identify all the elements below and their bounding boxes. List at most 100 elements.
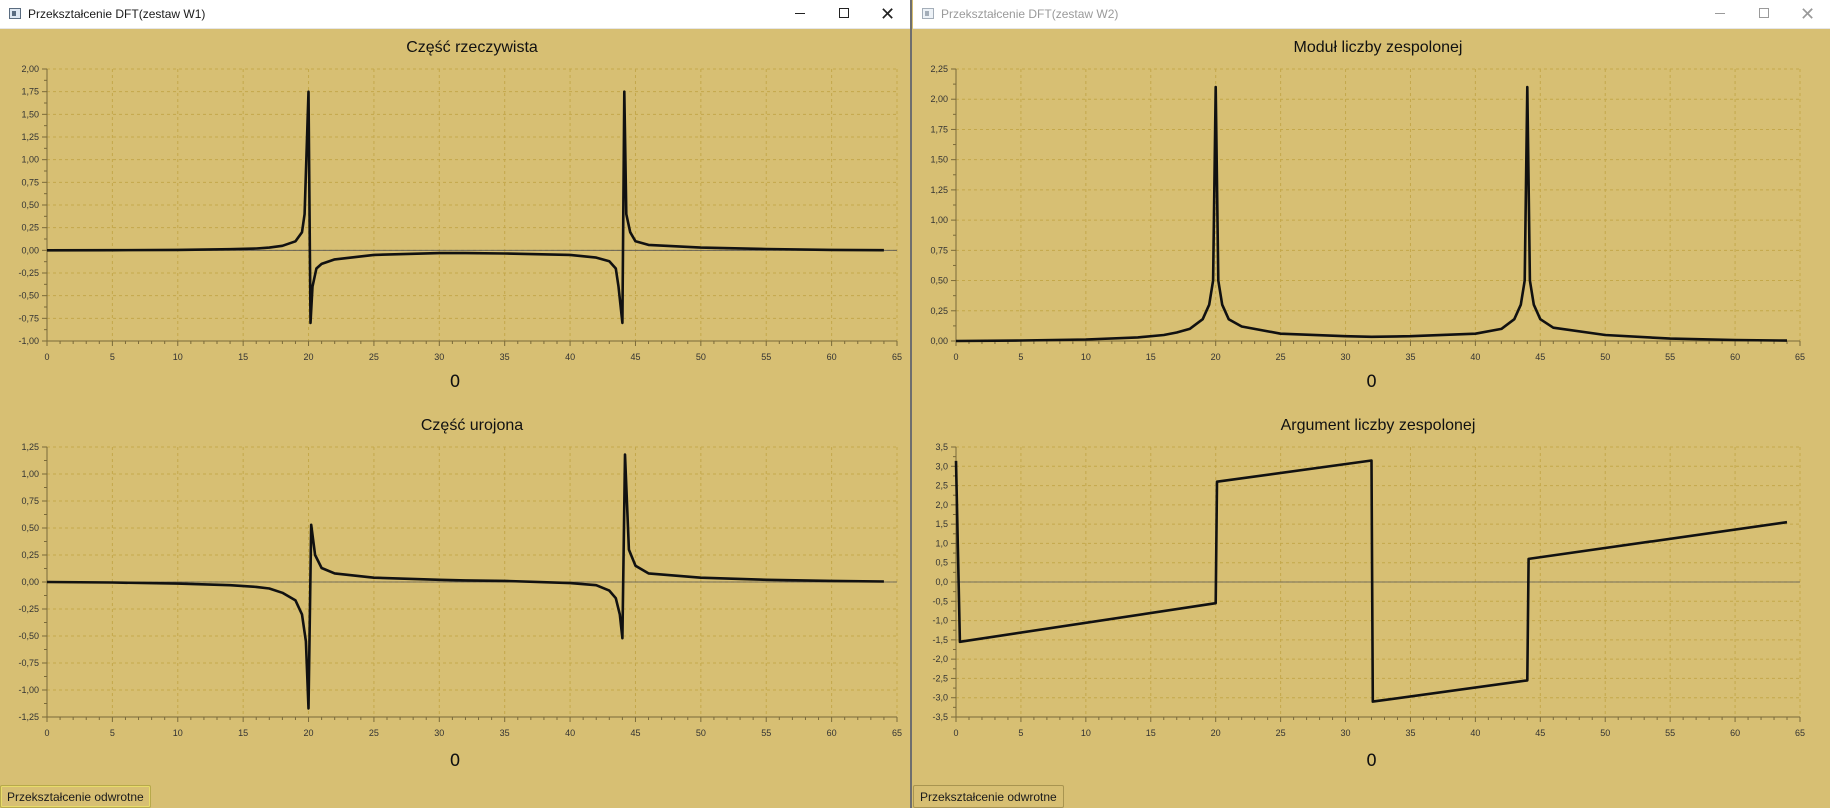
x-tick-label: 15	[238, 352, 248, 362]
charts-area: Moduł liczby zespolonej 0 5 10 15 20 25 30 35 40 4…	[930, 39, 1805, 771]
x-tick-label: 25	[1276, 352, 1286, 362]
y-tick-label: 1,00	[930, 215, 948, 225]
x-tick-label: 0	[44, 352, 49, 362]
y-tick-label: 2,00	[21, 64, 39, 74]
x-tick-label: 20	[1211, 728, 1221, 738]
x-tick-label: 60	[827, 352, 837, 362]
y-tick-label: 0,25	[21, 550, 39, 560]
x-tick-label: 65	[892, 352, 902, 362]
y-tick-label: 0,00	[930, 336, 948, 346]
y-tick-label: -1,25	[18, 712, 39, 722]
y-tick-label: 1,75	[21, 87, 39, 97]
y-tick-label: 0,75	[930, 245, 948, 255]
x-tick-label: 30	[434, 728, 444, 738]
series-line	[46, 453, 884, 710]
x-tick-label: 50	[1600, 352, 1610, 362]
y-tick-label: 0,25	[21, 223, 39, 233]
y-tick-label: 1,75	[930, 124, 948, 134]
x-tick-label: 45	[630, 728, 640, 738]
x-tick-label: 25	[369, 728, 379, 738]
x-tick-label: 65	[1795, 352, 1805, 362]
inverse-transform-button[interactable]: Przekształcenie odwrotne	[0, 785, 151, 808]
y-tick-label: 1,0	[935, 538, 948, 548]
x-tick-label: 55	[1665, 352, 1675, 362]
close-button[interactable]: ✕	[866, 0, 910, 28]
minimize-button[interactable]	[1698, 0, 1742, 28]
series-line	[955, 85, 1788, 343]
slider-value: 0	[450, 372, 461, 392]
chart-2: Część urojona 0 5 10 15 20 25 30 35 40 45 50 55 60 65 -…	[18, 417, 902, 771]
x-tick-label: 0	[953, 728, 958, 738]
x-tick-label: 55	[1665, 728, 1675, 738]
x-tick-label: 35	[1405, 352, 1415, 362]
maximize-icon	[839, 8, 849, 18]
x-tick-label: 30	[1341, 728, 1351, 738]
x-tick-label: 40	[565, 728, 575, 738]
x-tick-label: 5	[110, 728, 115, 738]
y-tick-label: -1,0	[932, 616, 948, 626]
slider-value: 0	[1366, 751, 1377, 771]
x-tick-label: 35	[500, 352, 510, 362]
y-tick-label: -3,5	[932, 712, 948, 722]
y-tick-label: -2,5	[932, 673, 948, 683]
x-tick-label: 65	[892, 728, 902, 738]
app-icon	[922, 8, 934, 19]
y-tick-label: 3,5	[935, 442, 948, 452]
chart-title: Część rzeczywista	[406, 39, 538, 56]
y-tick-label: -0,50	[18, 291, 39, 301]
y-tick-label: 1,50	[21, 109, 39, 119]
dft-window-w1: Przekształcenie DFT(zestaw W1) ✕ Część r…	[0, 0, 912, 808]
y-tick-label: 0,5	[935, 558, 948, 568]
y-tick-label: -0,25	[18, 268, 39, 278]
maximize-button[interactable]	[1742, 0, 1786, 28]
inverse-transform-button[interactable]: Przekształcenie odwrotne	[913, 785, 1064, 808]
close-button[interactable]: ✕	[1786, 0, 1830, 28]
y-tick-label: 0,75	[21, 496, 39, 506]
close-icon: ✕	[1800, 4, 1816, 24]
y-tick-label: -0,50	[18, 631, 39, 641]
title-bar[interactable]: Przekształcenie DFT(zestaw W2) ✕	[913, 0, 1830, 29]
y-tick-label: 0,25	[930, 306, 948, 316]
y-tick-label: 2,00	[930, 94, 948, 104]
title-bar[interactable]: Przekształcenie DFT(zestaw W1) ✕	[0, 0, 910, 29]
maximize-icon	[1759, 8, 1769, 18]
x-tick-label: 35	[1405, 728, 1415, 738]
x-tick-label: 10	[1081, 352, 1091, 362]
maximize-button[interactable]	[822, 0, 866, 28]
app-icon	[9, 8, 21, 19]
y-tick-label: -1,00	[18, 685, 39, 695]
y-tick-label: 1,25	[930, 185, 948, 195]
x-tick-label: 15	[1146, 352, 1156, 362]
x-tick-label: 45	[1535, 352, 1545, 362]
y-tick-label: -0,75	[18, 313, 39, 323]
x-tick-label: 25	[369, 352, 379, 362]
y-tick-label: 0,00	[21, 245, 39, 255]
x-tick-label: 60	[1730, 728, 1740, 738]
y-tick-label: 3,0	[935, 461, 948, 471]
y-tick-label: 1,5	[935, 519, 948, 529]
x-tick-label: 10	[173, 352, 183, 362]
slider-value: 0	[1366, 372, 1377, 392]
close-icon: ✕	[880, 4, 896, 24]
x-tick-label: 10	[173, 728, 183, 738]
x-tick-label: 55	[761, 728, 771, 738]
y-tick-label: -0,5	[932, 596, 948, 606]
y-tick-label: 2,25	[930, 64, 948, 74]
x-tick-label: 40	[565, 352, 575, 362]
x-tick-label: 60	[827, 728, 837, 738]
window-title: Przekształcenie DFT(zestaw W1)	[28, 7, 206, 21]
y-tick-label: 0,75	[21, 177, 39, 187]
x-tick-label: 25	[1276, 728, 1286, 738]
slider-value: 0	[450, 751, 461, 771]
dft-window-w2: Przekształcenie DFT(zestaw W2) ✕ Moduł l…	[913, 0, 1830, 808]
series-line	[46, 90, 884, 325]
y-tick-label: 0,0	[935, 577, 948, 587]
chart-title: Argument liczby zespolonej	[1281, 417, 1476, 434]
x-tick-label: 0	[953, 352, 958, 362]
window-title: Przekształcenie DFT(zestaw W2)	[941, 7, 1119, 21]
minimize-button[interactable]	[778, 0, 822, 28]
x-tick-label: 50	[1600, 728, 1610, 738]
x-tick-label: 65	[1795, 728, 1805, 738]
y-tick-label: 1,25	[21, 442, 39, 452]
